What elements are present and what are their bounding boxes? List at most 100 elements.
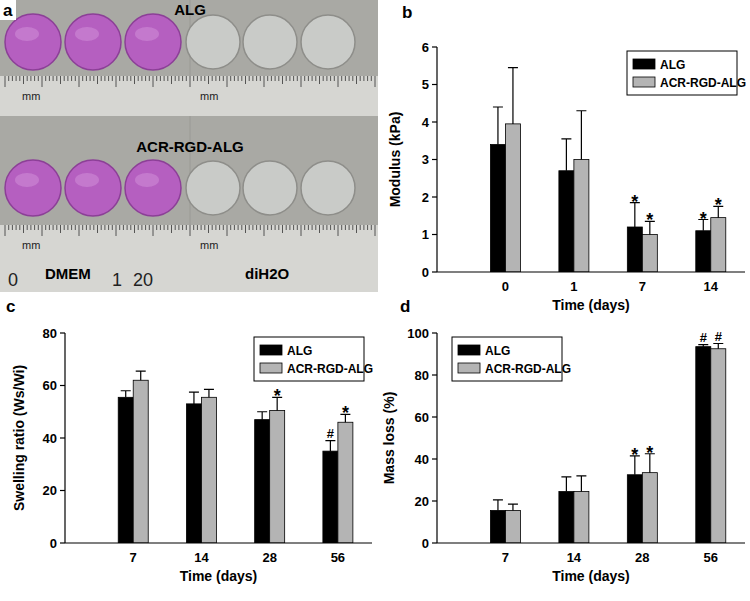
x-axis xyxy=(65,542,372,543)
ruler-unit: mm xyxy=(22,90,40,102)
ruler-tick xyxy=(116,225,117,236)
ruler-tick xyxy=(53,225,54,230)
ruler-tick xyxy=(79,225,80,236)
ruler-tick xyxy=(241,76,242,81)
y-tick-label: 5 xyxy=(422,77,429,92)
error-bar xyxy=(136,371,146,380)
ruler-tick xyxy=(249,76,250,81)
ruler-tick xyxy=(60,76,61,84)
x-tick-label: 56 xyxy=(331,550,345,565)
x-tick-label: 7 xyxy=(130,550,137,565)
ruler-tick xyxy=(375,225,376,236)
ruler-tick xyxy=(356,76,357,84)
ruler-tick xyxy=(356,225,357,233)
ruler-tick xyxy=(153,225,154,236)
ruler-tick xyxy=(282,76,283,84)
ruler-tick xyxy=(60,225,61,233)
y-tick xyxy=(432,374,437,375)
ruler-tick xyxy=(141,76,142,81)
well-highlight xyxy=(15,173,39,187)
ruler-tick xyxy=(8,76,9,81)
ruler-tick xyxy=(371,225,372,230)
legend-swatch xyxy=(458,363,480,373)
x-axis-label: Time (days) xyxy=(552,568,630,584)
sample-label: ACR-RGD-ALG xyxy=(136,138,243,155)
error-bar xyxy=(204,389,214,397)
ruler-tick xyxy=(367,76,368,81)
ruler-tick xyxy=(363,76,364,81)
y-tick-label: 80 xyxy=(43,326,57,341)
ruler-tick xyxy=(19,76,20,81)
ruler-unit: mm xyxy=(200,90,218,102)
ruler-tick xyxy=(230,76,231,81)
ruler-tick xyxy=(67,76,68,81)
ruler-tick xyxy=(315,76,316,81)
ruler-tick xyxy=(141,225,142,230)
ruler-tick xyxy=(16,76,17,81)
ruler-tick xyxy=(360,76,361,81)
ruler-tick xyxy=(308,76,309,81)
y-axis-label: Swelling ratio (Ws/Wi) xyxy=(11,365,27,511)
ruler-tick xyxy=(271,225,272,230)
ruler-tick xyxy=(138,225,139,230)
ruler-tick xyxy=(278,76,279,81)
legend-swatch xyxy=(458,345,480,355)
ruler-tick xyxy=(312,225,313,230)
ruler-tick xyxy=(201,225,202,230)
ruler-tick xyxy=(275,76,276,81)
y-tick xyxy=(60,490,65,491)
y-tick-label: 0 xyxy=(422,536,429,551)
ruler-tick xyxy=(167,225,168,230)
ruler-tick xyxy=(212,225,213,230)
ruler-tick xyxy=(186,76,187,81)
bar xyxy=(574,492,589,543)
ruler-tick xyxy=(304,225,305,230)
x-axis-label: Time (days) xyxy=(552,297,630,313)
ruler-tick xyxy=(275,225,276,230)
legend-label: ALG xyxy=(485,344,510,358)
ruler-tick xyxy=(75,76,76,81)
significance-mark: * xyxy=(715,195,722,215)
bar xyxy=(505,124,520,272)
legend-label: ALG xyxy=(287,344,312,358)
legend-label: ACR-RGD-ALG xyxy=(287,362,373,376)
y-tick-label: 4 xyxy=(422,115,430,130)
ruler-tick xyxy=(82,225,83,230)
well-highlight xyxy=(135,27,159,41)
significance-mark: * xyxy=(631,192,638,212)
ruler-tick xyxy=(86,225,87,230)
legend: ALG ACR-RGD-ALG xyxy=(254,337,373,381)
x-tick-label: 7 xyxy=(639,279,646,294)
ruler-tick xyxy=(245,76,246,84)
y-tick xyxy=(432,458,437,459)
ruler-tick xyxy=(182,76,183,81)
significance-mark: * xyxy=(646,210,653,230)
y-tick-label: 40 xyxy=(43,431,57,446)
ruler-tick xyxy=(238,225,239,230)
panel-label: c xyxy=(6,297,15,316)
bar xyxy=(696,347,711,543)
ruler-tick xyxy=(204,76,205,81)
well-water xyxy=(301,161,355,215)
ruler-tick xyxy=(323,225,324,230)
ruler-tick xyxy=(223,225,224,230)
chart: d*#*#0204060801007142856Time (days)Mass … xyxy=(381,297,745,584)
bar xyxy=(186,404,201,543)
legend-swatch xyxy=(633,77,655,87)
ruler-tick xyxy=(219,225,220,230)
y-tick-label: 40 xyxy=(415,452,429,467)
error-bar xyxy=(561,477,571,492)
bar xyxy=(642,235,657,273)
y-tick-label: 6 xyxy=(422,40,429,55)
ruler-tick xyxy=(178,225,179,230)
medium-label: diH2O xyxy=(245,265,290,282)
ruler-tick xyxy=(238,76,239,81)
ruler-tick xyxy=(252,225,253,230)
ruler-tick xyxy=(123,76,124,81)
bar xyxy=(338,422,353,543)
y-axis-label: Mass loss (%) xyxy=(381,392,397,485)
ruler-tick xyxy=(101,225,102,230)
error-bar xyxy=(189,392,199,404)
ruler-tick xyxy=(367,225,368,230)
y-tick-label: 1 xyxy=(422,227,429,242)
